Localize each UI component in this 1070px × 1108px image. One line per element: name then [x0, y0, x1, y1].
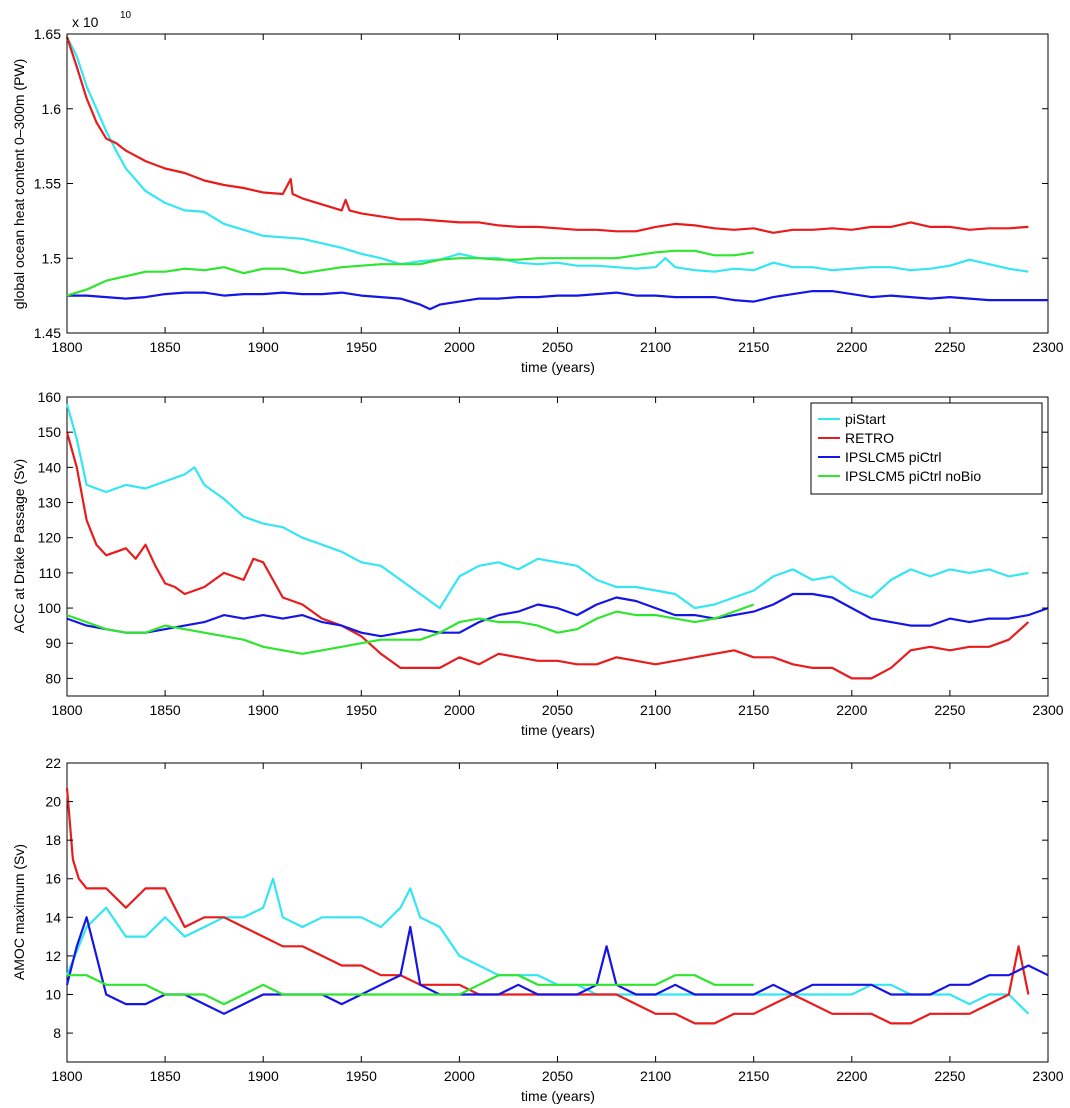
x-tick-label: 2150 — [738, 339, 769, 355]
series-line-retro — [65, 431, 1030, 680]
x-tick-label: 2200 — [836, 1068, 867, 1084]
x-tick-label: 2200 — [836, 339, 867, 355]
x-tick-label: 2050 — [542, 702, 573, 718]
legend-entry-retro: RETRO — [818, 430, 894, 446]
y-tick-label: 18 — [45, 832, 61, 848]
panel-amoc-maximum: 1800 1850 1900 1950 2000 2050 2100 2150 2200 2250… — [11, 755, 1064, 1104]
x-tick-label: 1850 — [150, 1068, 181, 1084]
y-tick-label: 14 — [45, 909, 61, 925]
plot-frame — [66, 762, 1049, 1063]
y-tick-label: 80 — [45, 670, 61, 686]
series-line-ipslcm5-pictrl — [65, 916, 1049, 1015]
y-multiplier-exponent: 10 — [120, 10, 132, 21]
legend: piStart RETRO IPSLCM5 piCtrl IPSLCM5 piC… — [810, 402, 1043, 495]
x-tick-label: 1850 — [150, 702, 181, 718]
x-tick-label: 1800 — [51, 339, 82, 355]
y-axis-label: global ocean heat content 0–300m (PW) — [11, 59, 27, 310]
series-line-pistart — [65, 877, 1030, 1015]
y-tick-label: 16 — [45, 871, 61, 887]
y-tick-label: 160 — [38, 389, 62, 405]
series-line-ipslcm5-pictrl-nobio — [67, 974, 754, 1006]
x-tick-label: 2050 — [542, 1068, 573, 1084]
x-tick-label: 2000 — [444, 1068, 475, 1084]
y-tick-label: 130 — [38, 495, 62, 511]
y-tick-label: 100 — [38, 600, 62, 616]
x-tick-label: 2100 — [640, 1068, 671, 1084]
x-tick-label: 2000 — [444, 702, 475, 718]
x-tick-label: 2300 — [1032, 702, 1063, 718]
x-tick-label: 1900 — [248, 1068, 279, 1084]
legend-label: IPSLCM5 piCtrl noBio — [845, 468, 981, 484]
x-tick-label: 2150 — [738, 1068, 769, 1084]
legend-entry-ipslcm5-pictrl-nobio: IPSLCM5 piCtrl noBio — [818, 468, 981, 484]
x-tick-label: 1800 — [51, 1068, 82, 1084]
x-tick-label: 1850 — [150, 339, 181, 355]
legend-box — [810, 402, 1043, 495]
series-line-ipslcm5-pictrl — [67, 290, 1048, 311]
series-line-ipslcm5-pictrl-nobio — [66, 249, 754, 297]
legend-label: IPSLCM5 piCtrl — [845, 449, 941, 465]
y-tick-label: 22 — [45, 755, 61, 771]
x-tick-label: 2200 — [836, 702, 867, 718]
series-line-pistart — [65, 403, 1029, 610]
x-tick-label: 1900 — [248, 702, 279, 718]
y-tick-label: 120 — [38, 530, 62, 546]
x-tick-label: 2000 — [444, 339, 475, 355]
y-tick-label: 8 — [53, 1025, 61, 1041]
y-tick-label: 110 — [39, 565, 62, 581]
legend-entry-pistart: piStart — [818, 411, 886, 427]
series-line-ipslcm5-pictrl — [66, 592, 1049, 638]
y-tick-label: 20 — [45, 794, 61, 810]
x-tick-label: 2100 — [640, 702, 671, 718]
x-tick-label: 1900 — [248, 339, 279, 355]
y-tick-label: 150 — [38, 424, 62, 440]
y-tick-label: 1.65 — [34, 26, 61, 42]
x-tick-label: 2300 — [1032, 1068, 1063, 1084]
legend-label: RETRO — [845, 430, 894, 446]
x-tick-label: 2250 — [934, 1068, 965, 1084]
y-tick-label: 1.45 — [34, 325, 61, 341]
panel-acc-drake-passage: 1800 1850 1900 1950 2000 2050 2100 2150 2200 2250… — [11, 389, 1064, 738]
x-tick-label: 1800 — [51, 702, 82, 718]
panel-ocean-heat-content: 1800 1850 1900 1950 2000 2050 2100 2150 2200 2250… — [11, 10, 1064, 375]
legend-label: piStart — [845, 411, 886, 427]
x-tick-label: 2150 — [738, 702, 769, 718]
x-tick-label: 2250 — [934, 702, 965, 718]
y-tick-label: 1.55 — [34, 176, 61, 192]
x-tick-label: 1950 — [346, 702, 377, 718]
x-tick-label: 2050 — [542, 339, 573, 355]
y-tick-label: 140 — [38, 459, 62, 475]
x-tick-label: 1950 — [346, 1068, 377, 1084]
series-line-ipslcm5-pictrl-nobio — [66, 603, 755, 655]
y-axis-label: ACC at Drake Passage (Sv) — [11, 459, 27, 633]
legend-entry-ipslcm5-pictrl: IPSLCM5 piCtrl — [818, 449, 941, 465]
x-tick-label: 1950 — [346, 339, 377, 355]
x-axis-label: time (years) — [521, 359, 595, 375]
y-tick-label: 90 — [45, 635, 61, 651]
y-axis-label: AMOC maximum (Sv) — [11, 844, 27, 980]
y-tick-label: 1.5 — [42, 250, 62, 266]
y-tick-label: 1.6 — [42, 101, 62, 117]
y-multiplier-label: x 10 — [72, 14, 99, 30]
y-tick-label: 12 — [45, 948, 61, 964]
plot-frame — [66, 33, 1049, 334]
series-line-pistart — [66, 36, 1029, 273]
x-tick-label: 2300 — [1032, 339, 1063, 355]
x-axis-label: time (years) — [521, 1088, 595, 1104]
x-tick-label: 2100 — [640, 339, 671, 355]
x-axis-label: time (years) — [521, 722, 595, 738]
x-tick-label: 2250 — [934, 339, 965, 355]
y-tick-label: 10 — [45, 986, 61, 1002]
series-line-retro — [65, 36, 1029, 234]
